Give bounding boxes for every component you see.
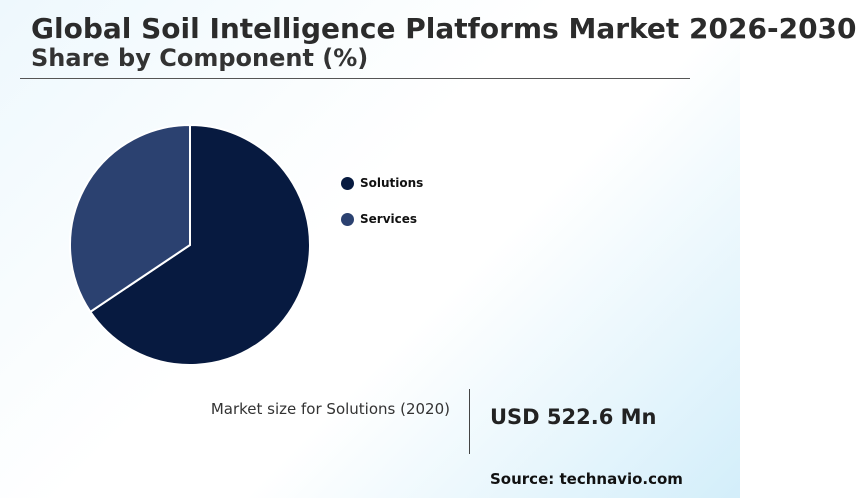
chart-subtitle: Share by Component (%) <box>31 44 369 72</box>
legend-item-solutions: Solutions <box>341 174 423 192</box>
legend-swatch-services <box>341 212 354 226</box>
pie-slice-services <box>69 123 191 314</box>
legend-item-services: Services <box>341 210 423 228</box>
chart-title: Global Soil Intelligence Platforms Marke… <box>31 12 856 45</box>
legend: Solutions Services <box>341 174 423 246</box>
kpi-label: Market size for Solutions (2020) <box>210 400 450 418</box>
source-credit: Source: technavio.com <box>490 470 683 488</box>
kpi-divider <box>469 389 470 454</box>
legend-label-solutions: Solutions <box>360 176 424 190</box>
title-divider <box>20 78 690 79</box>
pie-chart <box>69 123 311 366</box>
legend-label-services: Services <box>360 212 418 226</box>
kpi-value: USD 522.6 Mn <box>490 405 657 429</box>
legend-swatch-solutions <box>341 176 354 190</box>
pie-slice-solutions <box>88 123 311 366</box>
